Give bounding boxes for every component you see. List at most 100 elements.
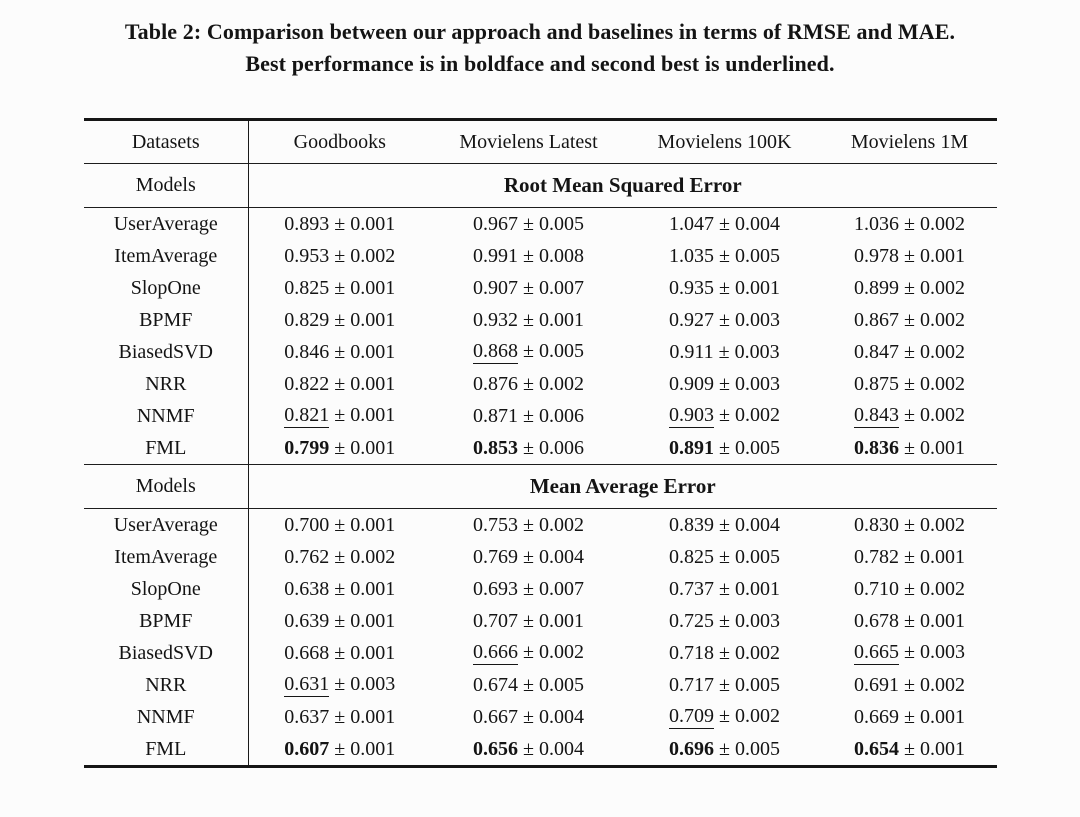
metric-std: ± 0.001 [329,404,396,426]
metric-value: 0.631 [284,673,330,697]
metric-value-cell: 0.631 ± 0.003 [249,669,431,701]
metric-value: 0.668 [284,641,330,664]
metric-std: ± 0.001 [329,308,396,331]
model-name: NNMF [83,400,249,432]
metric-value: 0.927 [669,308,714,331]
metric-std: ± 0.005 [714,545,780,568]
metric-std: ± 0.003 [899,641,965,663]
metric-value-cell: 0.718 ± 0.002 [627,637,823,669]
metric-value: 0.782 [854,545,899,568]
caption-line-1: Table 2: Comparison between our approach… [124,19,956,44]
metric-std: ± 0.001 [899,609,965,632]
metric-value-cell: 0.867 ± 0.002 [823,304,997,336]
table-row: BPMF 0.829 ± 0.001 0.932 ± 0.001 0.927 ± 0.… [83,304,997,336]
mae-metric-title: Mean Average Error [529,474,716,498]
metric-value: 0.875 [854,372,899,395]
metric-value: 1.036 [854,212,899,235]
table-row: UserAverage 0.700 ± 0.001 0.753 ± 0.002 0.8… [83,508,997,542]
metric-value-cell: 0.700 ± 0.001 [249,509,431,542]
metric-value-cell: 0.737 ± 0.001 [627,573,823,605]
metric-value: 0.696 [669,737,714,760]
table-row: NNMF 0.637 ± 0.001 0.667 ± 0.004 0.709 ± 0.… [83,701,997,733]
metric-std: ± 0.002 [899,340,965,363]
metric-value: 0.891 [669,436,714,459]
metric-value: 0.674 [473,673,518,696]
metric-value-cell: 0.822 ± 0.001 [249,368,431,400]
metric-value-cell: 0.707 ± 0.001 [431,605,627,637]
metric-std: ± 0.001 [899,545,965,568]
metric-value: 0.847 [854,340,899,363]
metric-value-cell: 0.893 ± 0.001 [249,208,431,241]
metric-value: 0.867 [854,308,899,331]
metric-value-cell: 0.899 ± 0.002 [823,272,997,304]
metric-value: 0.656 [473,737,518,760]
metric-value-cell: 0.836 ± 0.001 [823,432,997,465]
metric-std: ± 0.005 [714,436,780,459]
metric-value: 1.035 [669,244,714,267]
metric-std: ± 0.001 [329,577,396,600]
metric-value-cell: 1.047 ± 0.004 [627,208,823,241]
metric-std: ± 0.007 [518,276,584,299]
metric-value: 0.667 [473,705,518,728]
metric-std: ± 0.003 [714,609,780,632]
metric-value-cell: 0.782 ± 0.001 [823,541,997,573]
metric-value: 0.836 [854,436,899,459]
metric-value-cell: 0.654 ± 0.001 [823,733,997,767]
metric-value-cell: 0.927 ± 0.003 [627,304,823,336]
metric-std: ± 0.005 [518,340,584,362]
metric-value-cell: 0.753 ± 0.002 [431,509,627,542]
datasets-label: Datasets [83,119,249,164]
metric-std: ± 0.002 [518,641,584,663]
metric-value: 0.762 [284,545,330,568]
metric-std: ± 0.006 [518,404,584,427]
mae-section: Models Mean Average Error UserAverage 0.7… [83,464,997,767]
metric-value: 0.718 [669,641,714,664]
metric-value-cell: 0.762 ± 0.002 [249,541,431,573]
metric-value: 0.868 [473,340,518,364]
metric-value: 0.710 [854,577,899,600]
metric-value-cell: 0.953 ± 0.002 [249,240,431,272]
table-row: UserAverage 0.893 ± 0.001 0.967 ± 0.005 1.0… [83,207,997,241]
metric-value: 0.825 [669,545,714,568]
metric-std: ± 0.001 [329,641,396,664]
metric-value: 0.753 [473,513,518,536]
metric-std: ± 0.002 [899,404,965,426]
metric-std: ± 0.005 [714,673,780,696]
metric-std: ± 0.002 [899,577,965,600]
metric-value-cell: 0.829 ± 0.001 [249,304,431,336]
metric-value-cell: 0.911 ± 0.003 [627,336,823,368]
model-name: FML [83,733,249,767]
model-name: NRR [83,669,249,701]
metric-value-cell: 1.035 ± 0.005 [627,240,823,272]
metric-std: ± 0.007 [518,577,584,600]
metric-value: 0.799 [284,436,330,459]
metric-value: 0.737 [669,577,714,600]
metric-value-cell: 0.821 ± 0.001 [249,400,431,432]
caption-line-2: Best performance is in boldface and seco… [245,51,835,76]
table-row: SlopOne 0.638 ± 0.001 0.693 ± 0.007 0.737 ±… [83,573,997,605]
metric-std: ± 0.001 [329,436,396,459]
metric-value: 0.978 [854,244,899,267]
metric-value-cell: 0.669 ± 0.001 [823,701,997,733]
metric-std: ± 0.004 [714,513,780,536]
table-row: FML 0.607 ± 0.001 0.656 ± 0.004 0.696 ± 0.0… [83,733,997,767]
metric-std: ± 0.002 [899,673,965,696]
metric-value-cell: 0.769 ± 0.004 [431,541,627,573]
metric-value: 0.669 [854,705,899,728]
metric-std: ± 0.002 [518,372,584,395]
metric-value: 0.893 [284,212,330,235]
metric-std: ± 0.001 [899,244,965,267]
metric-std: ± 0.002 [714,641,780,664]
table-row: NRR 0.631 ± 0.003 0.674 ± 0.005 0.717 ± 0.0… [83,669,997,701]
metric-value-cell: 0.909 ± 0.003 [627,368,823,400]
metric-value: 0.678 [854,609,899,632]
metric-std: ± 0.003 [329,673,396,695]
metric-std: ± 0.001 [329,340,396,363]
metric-value-cell: 0.871 ± 0.006 [431,400,627,432]
metric-value-cell: 0.846 ± 0.001 [249,336,431,368]
metric-std: ± 0.004 [518,737,584,760]
metric-value: 0.707 [473,609,518,632]
metric-value: 0.693 [473,577,518,600]
metric-std: ± 0.002 [329,244,396,267]
metric-value-cell: 0.725 ± 0.003 [627,605,823,637]
